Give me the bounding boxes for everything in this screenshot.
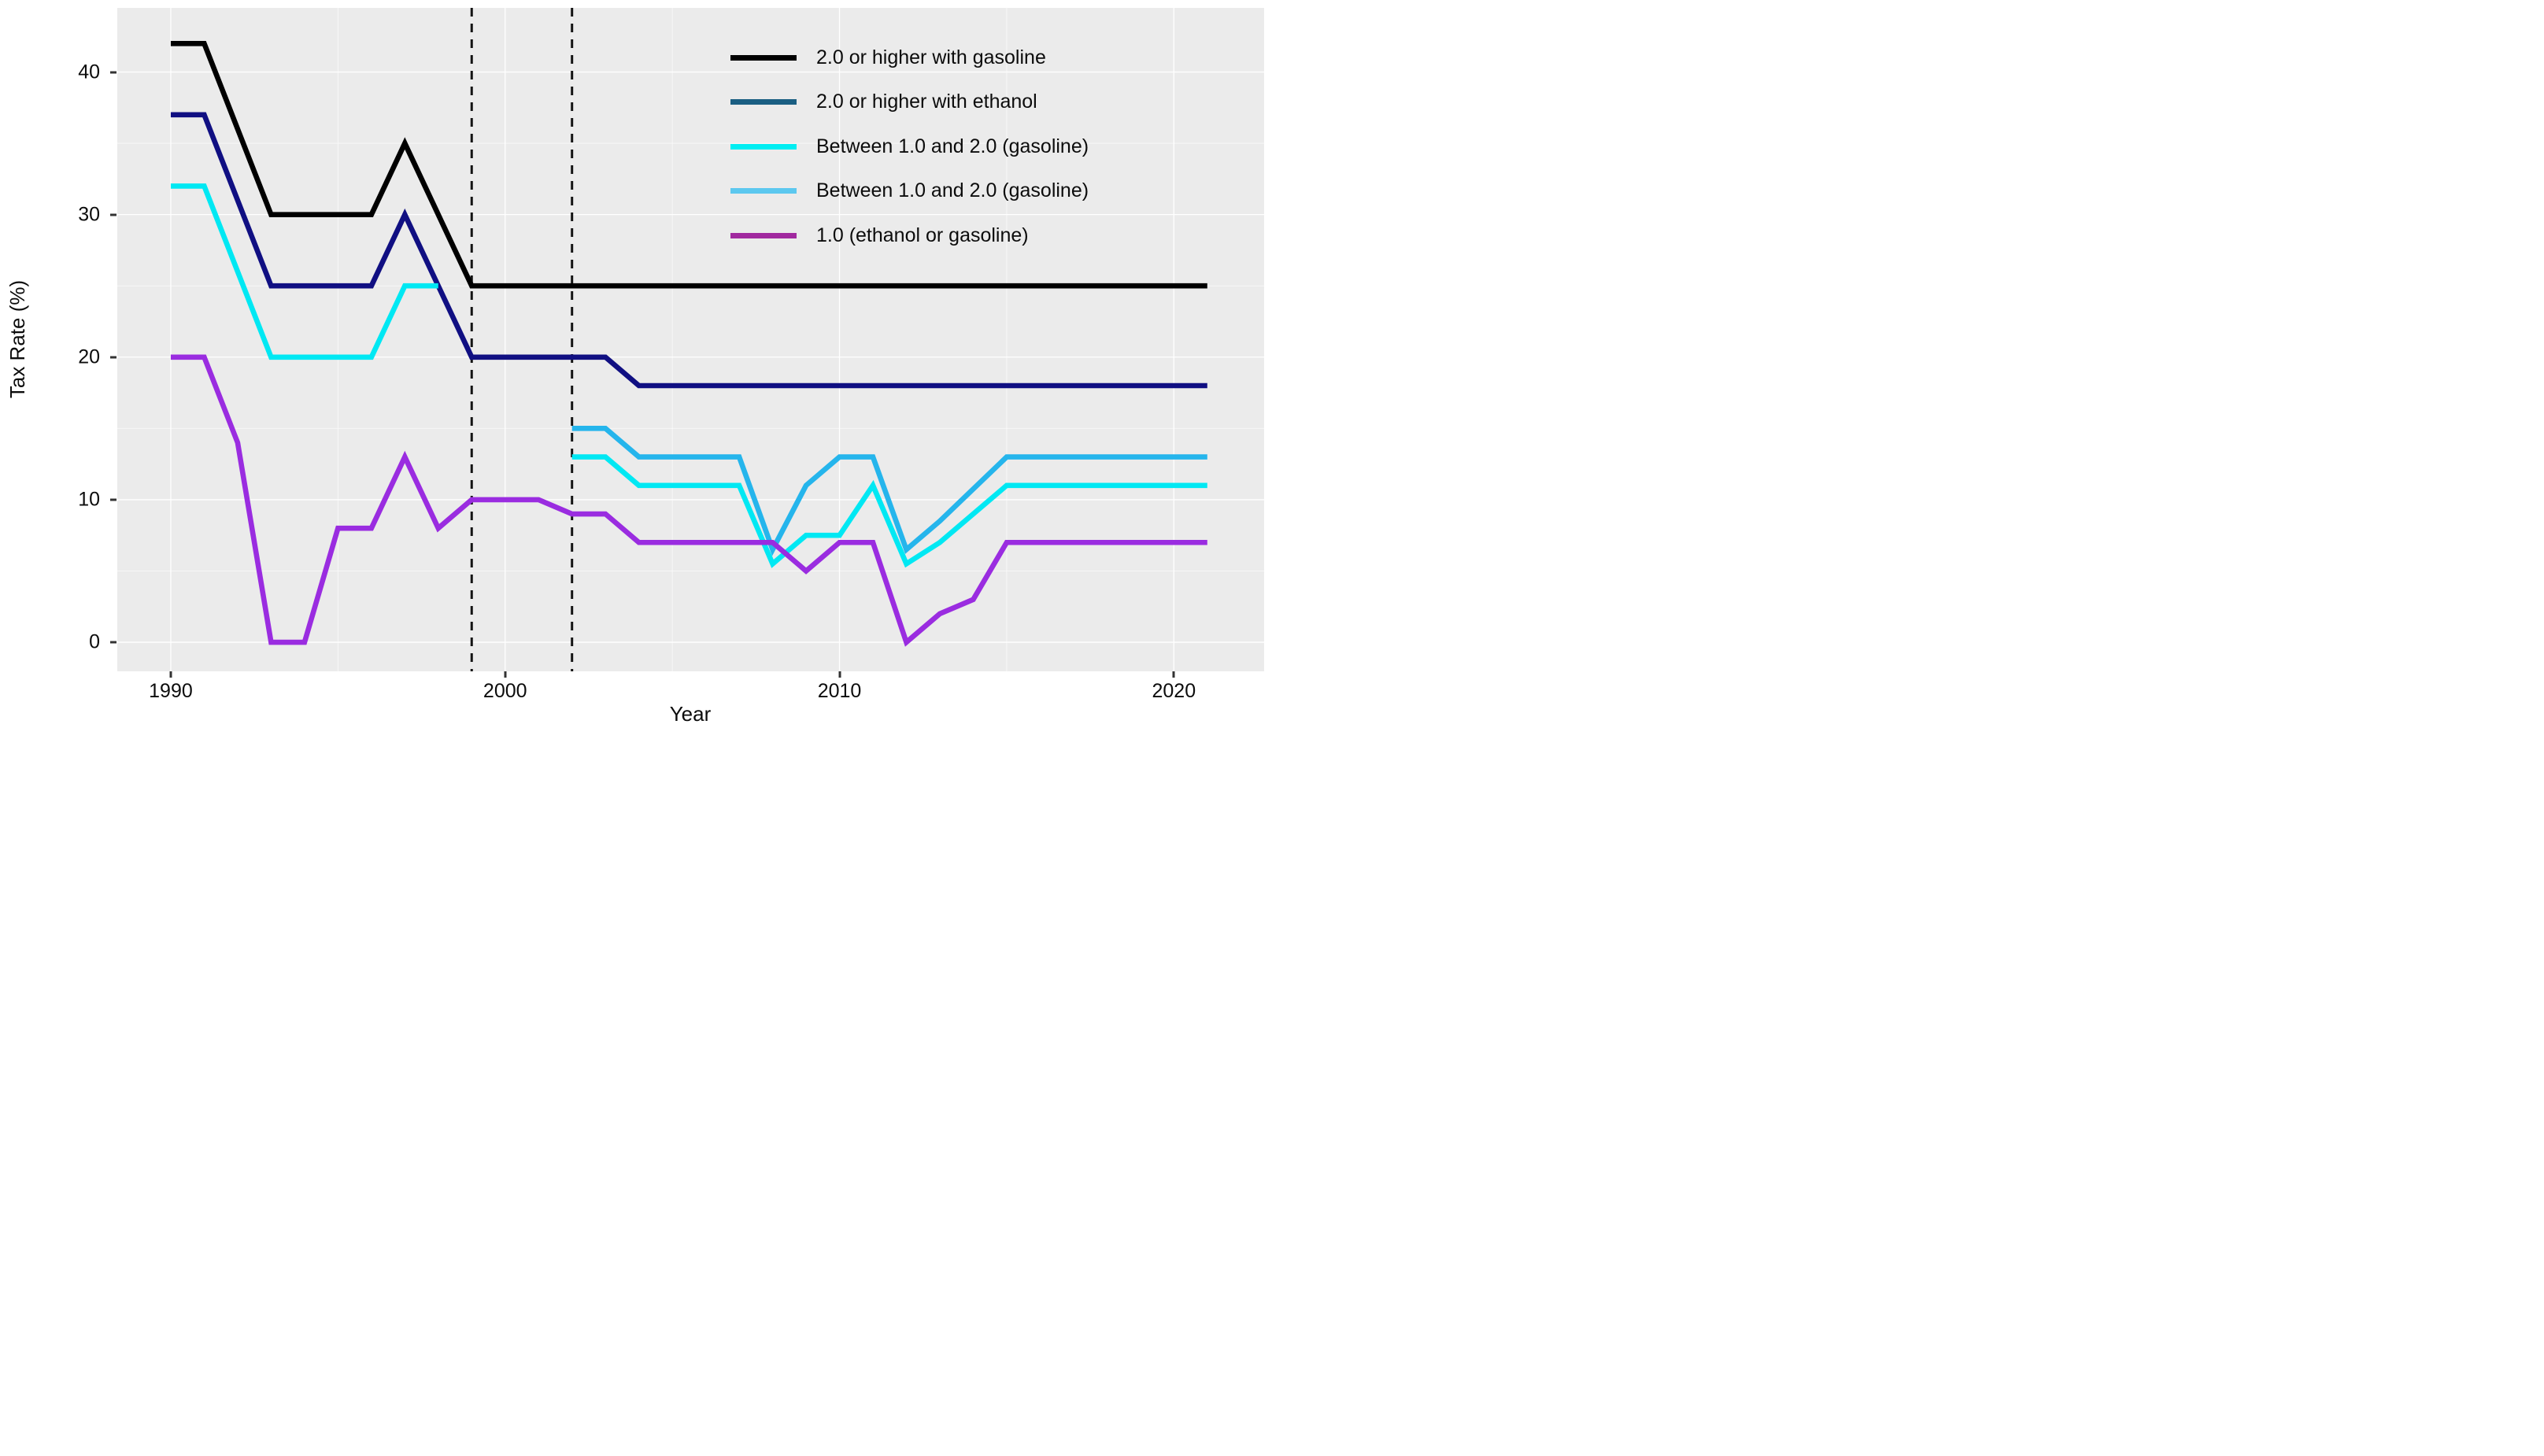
series-line (170, 40, 1207, 289)
series-line (170, 354, 1207, 647)
legend-item: 1.0 (ethanol or gasoline) (730, 213, 1089, 258)
x-tick-mark (838, 671, 841, 678)
y-tick-label: 40 (78, 61, 100, 83)
legend-label: 1.0 (ethanol or gasoline) (816, 224, 1029, 246)
legend-label: 2.0 or higher with gasoline (816, 46, 1046, 68)
panel-background (117, 8, 1264, 671)
y-tick-mark (110, 356, 116, 359)
line-chart-figure: Tax Rate (%) Year 0 10 20 30 40 1990 2000 2010… (0, 0, 1272, 728)
x-tick-label: 2020 (1152, 680, 1196, 702)
plot-panel (117, 8, 1264, 671)
x-tick-label: 1990 (149, 680, 193, 702)
y-tick-label: 10 (78, 488, 100, 511)
x-tick-label: 2010 (817, 680, 862, 702)
x-axis-title: Year (669, 702, 712, 726)
legend: 2.0 or higher with gasoline 2.0 or higher… (730, 35, 1089, 258)
legend-label: 2.0 or higher with ethanol (816, 91, 1037, 113)
y-tick-mark (110, 71, 116, 73)
y-tick-label: 30 (78, 203, 100, 226)
legend-item: 2.0 or higher with ethanol (730, 80, 1089, 125)
x-tick-mark (1172, 671, 1175, 678)
x-tick-mark (504, 671, 507, 678)
legend-swatch (730, 232, 797, 238)
y-tick-mark (110, 498, 116, 501)
legend-item: 2.0 or higher with gasoline (730, 35, 1089, 80)
series-line (571, 454, 1207, 568)
legend-swatch (730, 143, 797, 150)
y-tick-label: 0 (89, 630, 100, 653)
y-axis-title: Tax Rate (%) (6, 279, 29, 399)
x-tick-mark (169, 671, 172, 678)
legend-swatch (730, 99, 797, 105)
plot-area-svg (117, 8, 1264, 671)
y-tick-mark (110, 213, 116, 216)
legend-label: Between 1.0 and 2.0 (gasoline) (816, 179, 1089, 202)
series-line (571, 426, 1207, 556)
legend-item: Between 1.0 and 2.0 (gasoline) (730, 169, 1089, 214)
legend-item: Between 1.0 and 2.0 (gasoline) (730, 124, 1089, 169)
legend-swatch (730, 54, 797, 61)
series-line (170, 183, 438, 360)
x-tick-label: 2000 (483, 680, 527, 702)
y-tick-label: 20 (78, 346, 100, 368)
legend-swatch (730, 188, 797, 194)
legend-label: Between 1.0 and 2.0 (gasoline) (816, 135, 1089, 157)
y-tick-mark (110, 641, 116, 644)
series-line (170, 112, 1207, 389)
